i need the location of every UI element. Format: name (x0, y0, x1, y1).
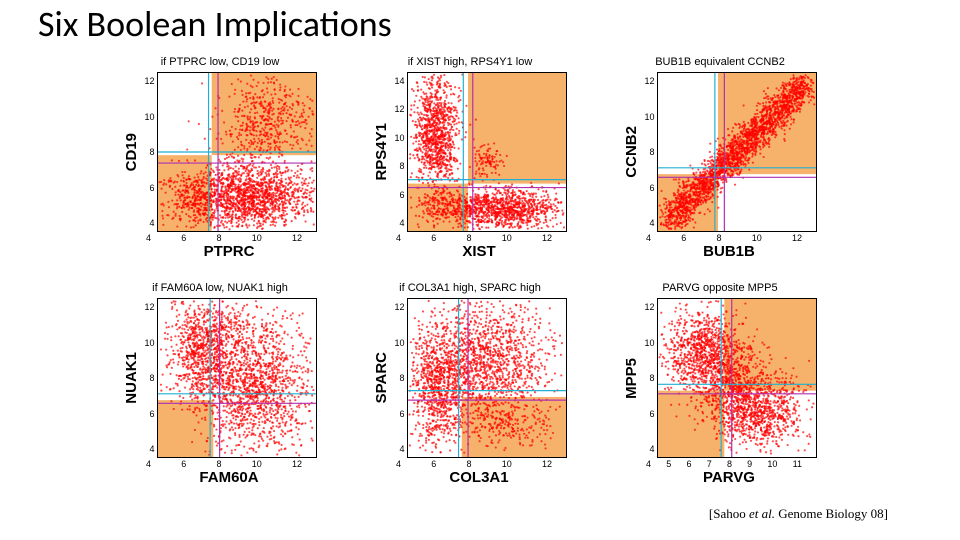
panel-title: PARVG opposite MPP5 (662, 282, 777, 296)
plot-area (407, 298, 567, 458)
y-axis-label: CCNB2 (623, 126, 640, 178)
y-ticks: 1210864 (144, 72, 156, 232)
panel-title: if COL3A1 high, SPARC high (399, 282, 541, 296)
y-ticks: 1210864 (644, 72, 656, 232)
y-axis-label: MPP5 (623, 358, 640, 399)
panel-title: BUB1B equivalent CCNB2 (655, 56, 785, 70)
y-axis-label: NUAK1 (123, 352, 140, 404)
panel-title: if XIST high, RPS4Y1 low (408, 56, 533, 70)
x-axis-label: BUB1B (703, 243, 755, 260)
y-ticks: 141210864 (394, 72, 406, 232)
y-ticks: 1210864 (144, 298, 156, 458)
plot-area (157, 72, 317, 232)
x-axis-label: PTPRC (204, 243, 255, 260)
plot-area (657, 72, 817, 232)
scatter-panel-5: PARVG opposite MPP5 MPP5 12108644567891011… (610, 282, 830, 502)
plot-area (657, 298, 817, 458)
x-axis-label: PARVG (703, 469, 755, 486)
y-axis-label: RPS4Y1 (373, 123, 390, 181)
y-axis-label: CD19 (123, 133, 140, 171)
x-ticks: 4681012 (144, 232, 304, 243)
y-axis-label: SPARC (373, 352, 390, 403)
citation: [Sahoo et al. Genome Biology 08] (709, 506, 888, 522)
x-ticks: 4681012 (144, 458, 304, 469)
x-ticks: 4681012 (644, 232, 804, 243)
scatter-panel-0: if PTPRC low, CD19 low CD19 12108644681012… (110, 56, 330, 276)
chart-grid: if PTPRC low, CD19 lowCD1912108644681012… (110, 56, 830, 502)
panel-title: if FAM60A low, NUAK1 high (152, 282, 288, 296)
x-ticks: 4567891011 (644, 458, 804, 469)
citation-italic: et al. (749, 506, 775, 521)
x-axis-label: FAM60A (199, 469, 258, 486)
x-axis-label: XIST (462, 243, 495, 260)
x-ticks: 4681012 (394, 232, 554, 243)
citation-suffix: Genome Biology 08] (775, 506, 888, 521)
x-axis-label: COL3A1 (449, 469, 508, 486)
scatter-panel-3: if FAM60A low, NUAK1 high NUAK1 1210864468… (110, 282, 330, 502)
x-ticks: 4681012 (394, 458, 554, 469)
plot-area (407, 72, 567, 232)
scatter-panel-1: if XIST high, RPS4Y1 low RPS4Y1 1412108644… (360, 56, 580, 276)
y-ticks: 1210864 (394, 298, 406, 458)
y-ticks: 1210864 (644, 298, 656, 458)
plot-area (157, 298, 317, 458)
slide-title: Six Boolean Implications (38, 2, 392, 46)
scatter-panel-4: if COL3A1 high, SPARC high SPARC 121086446… (360, 282, 580, 502)
scatter-panel-2: BUB1B equivalent CCNB2 CCNB2 1210864468101… (610, 56, 830, 276)
citation-prefix: [Sahoo (709, 506, 749, 521)
panel-title: if PTPRC low, CD19 low (161, 56, 280, 70)
